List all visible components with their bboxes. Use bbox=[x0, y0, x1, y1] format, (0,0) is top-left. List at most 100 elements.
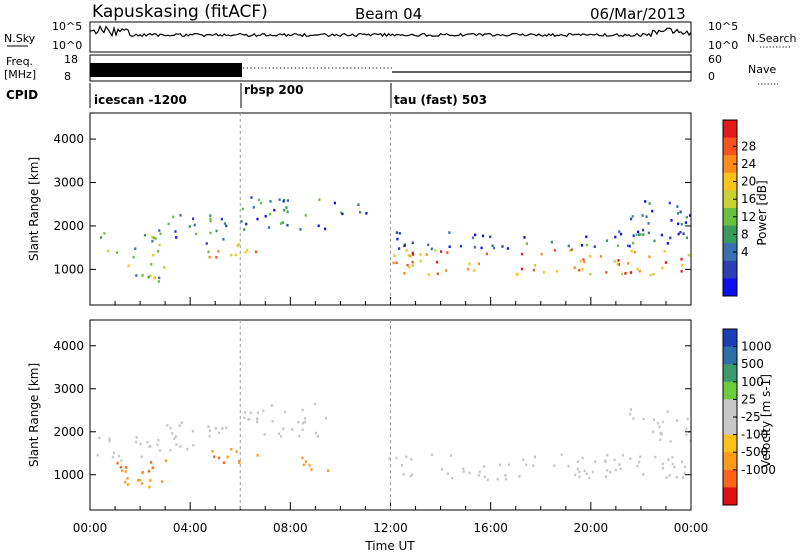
velocity-echo-cell bbox=[98, 436, 101, 440]
power-echo-cell bbox=[670, 219, 673, 222]
power-echo-cell bbox=[680, 270, 683, 273]
power-echo-cell bbox=[395, 231, 398, 234]
velocity-echo-cell bbox=[675, 419, 678, 422]
colorbar-swatch bbox=[723, 155, 737, 174]
velocity-echo-cell bbox=[282, 427, 285, 431]
velocity-echo-cell bbox=[156, 443, 159, 447]
velocity-echo-cell bbox=[226, 455, 229, 459]
power-echo-cell bbox=[532, 268, 535, 272]
power-echo-cell bbox=[585, 243, 588, 247]
velocity-echo-cell bbox=[402, 472, 405, 476]
power-colorbar: 28 24 20 16 12 8 4 bbox=[722, 119, 756, 297]
velocity-echo-cell bbox=[139, 442, 142, 446]
velocity-echo-cell bbox=[308, 464, 311, 467]
power-echo-cell bbox=[660, 233, 663, 237]
power-echo-cell bbox=[580, 244, 584, 247]
power-echo-cell bbox=[359, 211, 362, 214]
power-echo-cell bbox=[159, 232, 162, 236]
power-echo-cell bbox=[208, 255, 211, 259]
velocity-echo-cell bbox=[669, 440, 672, 443]
power-echo-cell bbox=[676, 205, 679, 208]
colorbar-swatch bbox=[723, 399, 737, 418]
power-echo-cell bbox=[624, 272, 627, 275]
velocity-echo-cell bbox=[158, 449, 162, 452]
velocity-echo-cell bbox=[405, 455, 408, 459]
velocity-echo-cell bbox=[141, 482, 144, 485]
cpid-segment-1: icescan -1200 bbox=[94, 93, 187, 107]
velocity-echo-cell bbox=[594, 460, 597, 464]
power-echo-cell bbox=[440, 250, 443, 253]
velocity-echo-cell bbox=[108, 439, 111, 443]
power-echo-cell bbox=[616, 244, 620, 247]
velocity-colorbar: 1000 500 100 25 -25 -100 -500 -1000 bbox=[722, 328, 776, 506]
power-echo-cell bbox=[573, 266, 576, 269]
power-echo-cell bbox=[555, 269, 559, 273]
power-echo-cell bbox=[179, 214, 182, 217]
power-echo-cell bbox=[644, 200, 647, 203]
power-echo-cell bbox=[687, 253, 690, 257]
power-echo-cell bbox=[236, 244, 239, 248]
colorbar-tick-label: 500 bbox=[741, 357, 764, 371]
power-echo-cell bbox=[100, 236, 103, 239]
velocity-echo-cell bbox=[636, 464, 639, 468]
power-echo-cell bbox=[250, 196, 253, 199]
velocity-echo-cell bbox=[256, 454, 259, 457]
power-y-ticks: 1000 2000 3000 4000 bbox=[53, 132, 691, 276]
x-tick-label: 04:00 bbox=[173, 521, 208, 535]
velocity-echo-cell bbox=[671, 462, 674, 466]
colorbar-swatch bbox=[723, 208, 737, 226]
power-echo-cell bbox=[636, 267, 639, 271]
velocity-echo-cell bbox=[629, 408, 633, 411]
velocity-echo-cell bbox=[628, 412, 631, 416]
velocity-echo-cell bbox=[150, 461, 153, 464]
velocity-echo-cell bbox=[96, 453, 99, 457]
power-echo-cell bbox=[520, 252, 524, 256]
power-echo-cell bbox=[492, 246, 496, 250]
velocity-echo-cell bbox=[654, 455, 657, 459]
y-tick-label: 4000 bbox=[53, 132, 84, 146]
noise-right-tick-top: 10^5 bbox=[708, 20, 738, 33]
power-echo-cell bbox=[135, 274, 138, 277]
x-tick-label: 16:00 bbox=[473, 521, 508, 535]
power-echo-cell bbox=[677, 232, 680, 236]
power-echo-cell bbox=[192, 217, 195, 221]
velocity-echo-cell bbox=[135, 436, 138, 439]
velocity-echo-cell bbox=[120, 459, 123, 462]
colorbar-swatch bbox=[723, 417, 737, 435]
power-echo-cell bbox=[158, 276, 161, 280]
power-echo-cell bbox=[209, 219, 212, 223]
power-echo-cell bbox=[585, 235, 588, 239]
power-echo-cell bbox=[411, 251, 414, 255]
station-title: Kapuskasing (fitACF) bbox=[92, 2, 268, 22]
power-echo-cell bbox=[583, 260, 586, 264]
velocity-echo-cell bbox=[496, 477, 499, 481]
velocity-echo-cell bbox=[525, 463, 528, 467]
velocity-echo-cell bbox=[301, 421, 305, 425]
velocity-echo-cell bbox=[614, 468, 617, 472]
velocity-echo-cell bbox=[462, 467, 465, 470]
velocity-echo-cell bbox=[124, 480, 127, 484]
power-echo-cell bbox=[642, 233, 645, 236]
velocity-echo-cell bbox=[255, 420, 259, 424]
power-echo-cell bbox=[256, 217, 259, 221]
power-echo-cell bbox=[280, 222, 283, 225]
power-echo-cell bbox=[641, 214, 644, 217]
power-echo-cell bbox=[281, 221, 284, 224]
power-echo-cell bbox=[434, 249, 437, 252]
noise-right-tick-bottom: 10^0 bbox=[708, 39, 738, 52]
power-echo-cell bbox=[647, 231, 650, 235]
velocity-echo-cell bbox=[486, 478, 489, 482]
power-echo-cell bbox=[407, 254, 410, 257]
power-echo-cell bbox=[629, 271, 633, 274]
power-echo-cell bbox=[605, 271, 608, 274]
velocity-echo-cell bbox=[249, 411, 252, 415]
power-echo-cell bbox=[684, 221, 687, 224]
power-echo-cell bbox=[685, 215, 688, 219]
power-echo-cell bbox=[645, 215, 648, 218]
velocity-echo-cell bbox=[661, 466, 664, 470]
power-echo-cell bbox=[621, 272, 624, 276]
y-tick-label: 3000 bbox=[53, 382, 84, 396]
velocity-echo-cell bbox=[652, 418, 655, 421]
power-echo-cell bbox=[685, 236, 689, 240]
freq-label-line2: [MHz] bbox=[4, 68, 36, 81]
